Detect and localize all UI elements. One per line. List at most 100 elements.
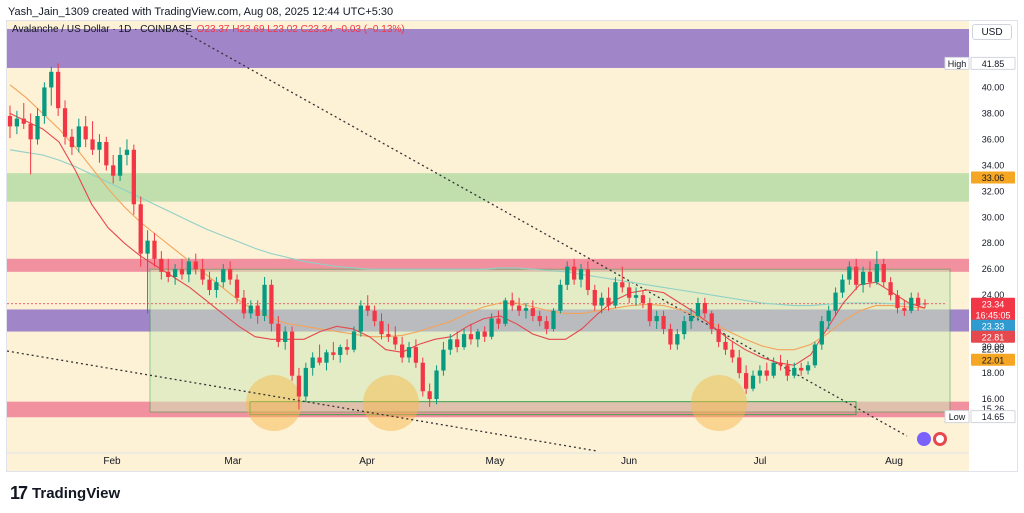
candle — [186, 257, 192, 283]
candle-body — [537, 315, 542, 322]
price-label-low: 14.65 Low — [944, 410, 1016, 424]
candle-body — [49, 71, 54, 88]
price-label-value: 33.06 — [982, 173, 1005, 183]
price-label-bg — [971, 297, 1015, 310]
candle — [909, 292, 914, 314]
price-axis-bg — [969, 21, 1017, 471]
candle — [750, 370, 756, 392]
candle-body — [283, 331, 288, 342]
candle-body — [840, 279, 845, 293]
candle-body — [172, 269, 178, 278]
candle-body — [441, 349, 446, 371]
candle-body — [90, 139, 95, 150]
candle-body — [902, 308, 907, 311]
candle — [69, 128, 75, 155]
currency-button[interactable]: USD — [972, 24, 1012, 40]
candle — [922, 299, 928, 308]
tradingview-logo[interactable]: 17 TradingView — [10, 482, 120, 504]
candle-body — [654, 315, 659, 322]
candle — [241, 289, 247, 319]
candle — [799, 362, 804, 376]
candle-body — [854, 266, 859, 285]
candle-body — [682, 321, 687, 335]
candle-body — [723, 341, 728, 350]
y-tick-label: 40.00 — [982, 82, 1005, 92]
candle — [503, 297, 508, 327]
candle-body — [895, 295, 900, 309]
candle — [365, 295, 370, 316]
candle — [764, 362, 769, 381]
candle — [28, 113, 33, 175]
ema-slow-line — [9, 149, 925, 307]
candle — [221, 264, 226, 288]
candle — [179, 258, 185, 280]
candle — [723, 334, 728, 355]
candle — [812, 341, 818, 368]
candle — [475, 328, 480, 348]
candle — [902, 300, 907, 316]
candle-body — [695, 302, 701, 316]
candle-body — [241, 297, 247, 314]
price-label-value: 22.01 — [982, 355, 1005, 365]
price-chart[interactable]: 16.0018.0020.0022.0024.0026.0028.0030.00… — [7, 21, 1017, 471]
candle-body — [221, 269, 226, 283]
candle-body — [847, 266, 852, 280]
candle-body — [35, 115, 40, 140]
candle-body — [668, 328, 673, 345]
candle-body — [510, 300, 515, 306]
price-label-plain: 22.63 — [982, 344, 1005, 354]
candle-body — [193, 261, 198, 270]
candle-body — [145, 240, 150, 254]
candle-body — [255, 305, 260, 316]
candle-body — [351, 331, 357, 350]
candle — [131, 144, 136, 215]
candle-body — [365, 305, 370, 311]
x-tick-label: Jul — [754, 456, 767, 467]
price-label-bg — [971, 308, 1015, 321]
candle — [785, 360, 790, 381]
symbol-legend[interactable]: Avalanche / US Dollar · 1D · COINBASE O2… — [12, 24, 405, 35]
candle-body — [111, 165, 116, 176]
candle — [792, 362, 797, 379]
candle-body — [434, 370, 439, 400]
candle-body — [207, 279, 212, 290]
candle-body — [448, 339, 453, 350]
candle-body — [599, 297, 604, 306]
candle — [448, 334, 453, 355]
candle — [895, 289, 900, 314]
chart-frame[interactable]: 16.0018.0020.0022.0024.0026.0028.0030.00… — [6, 20, 1018, 472]
price-label-value: 14.65 — [982, 412, 1005, 422]
candle — [702, 297, 707, 319]
candle — [606, 287, 611, 311]
price-label-value: 41.85 — [982, 59, 1005, 69]
candle — [138, 196, 143, 267]
candle — [200, 258, 205, 285]
candle-body — [627, 287, 632, 298]
candle — [296, 367, 302, 410]
candle-body — [860, 271, 866, 285]
candle-body — [386, 334, 391, 337]
candle — [317, 344, 322, 366]
candle — [461, 328, 467, 350]
candle-body — [805, 365, 811, 371]
candle — [117, 147, 123, 181]
candle-body — [489, 318, 494, 337]
x-tick-label: Mar — [224, 456, 242, 467]
candle — [455, 331, 460, 353]
candle — [289, 326, 295, 381]
candle — [351, 326, 357, 353]
candle — [627, 282, 632, 303]
price-label-value: 22.81 — [982, 332, 1005, 342]
price-label-bg — [971, 171, 1015, 184]
candle — [840, 274, 845, 298]
candle-body — [819, 321, 824, 345]
candle — [427, 383, 432, 407]
price-label-orange: 22.01 — [971, 353, 1015, 366]
candle — [654, 310, 659, 329]
candle — [255, 300, 260, 324]
trendlines-layer — [7, 30, 947, 452]
y-tick-label: 26.00 — [982, 264, 1005, 274]
candle — [310, 352, 315, 376]
x-tick-label: Aug — [885, 456, 903, 467]
